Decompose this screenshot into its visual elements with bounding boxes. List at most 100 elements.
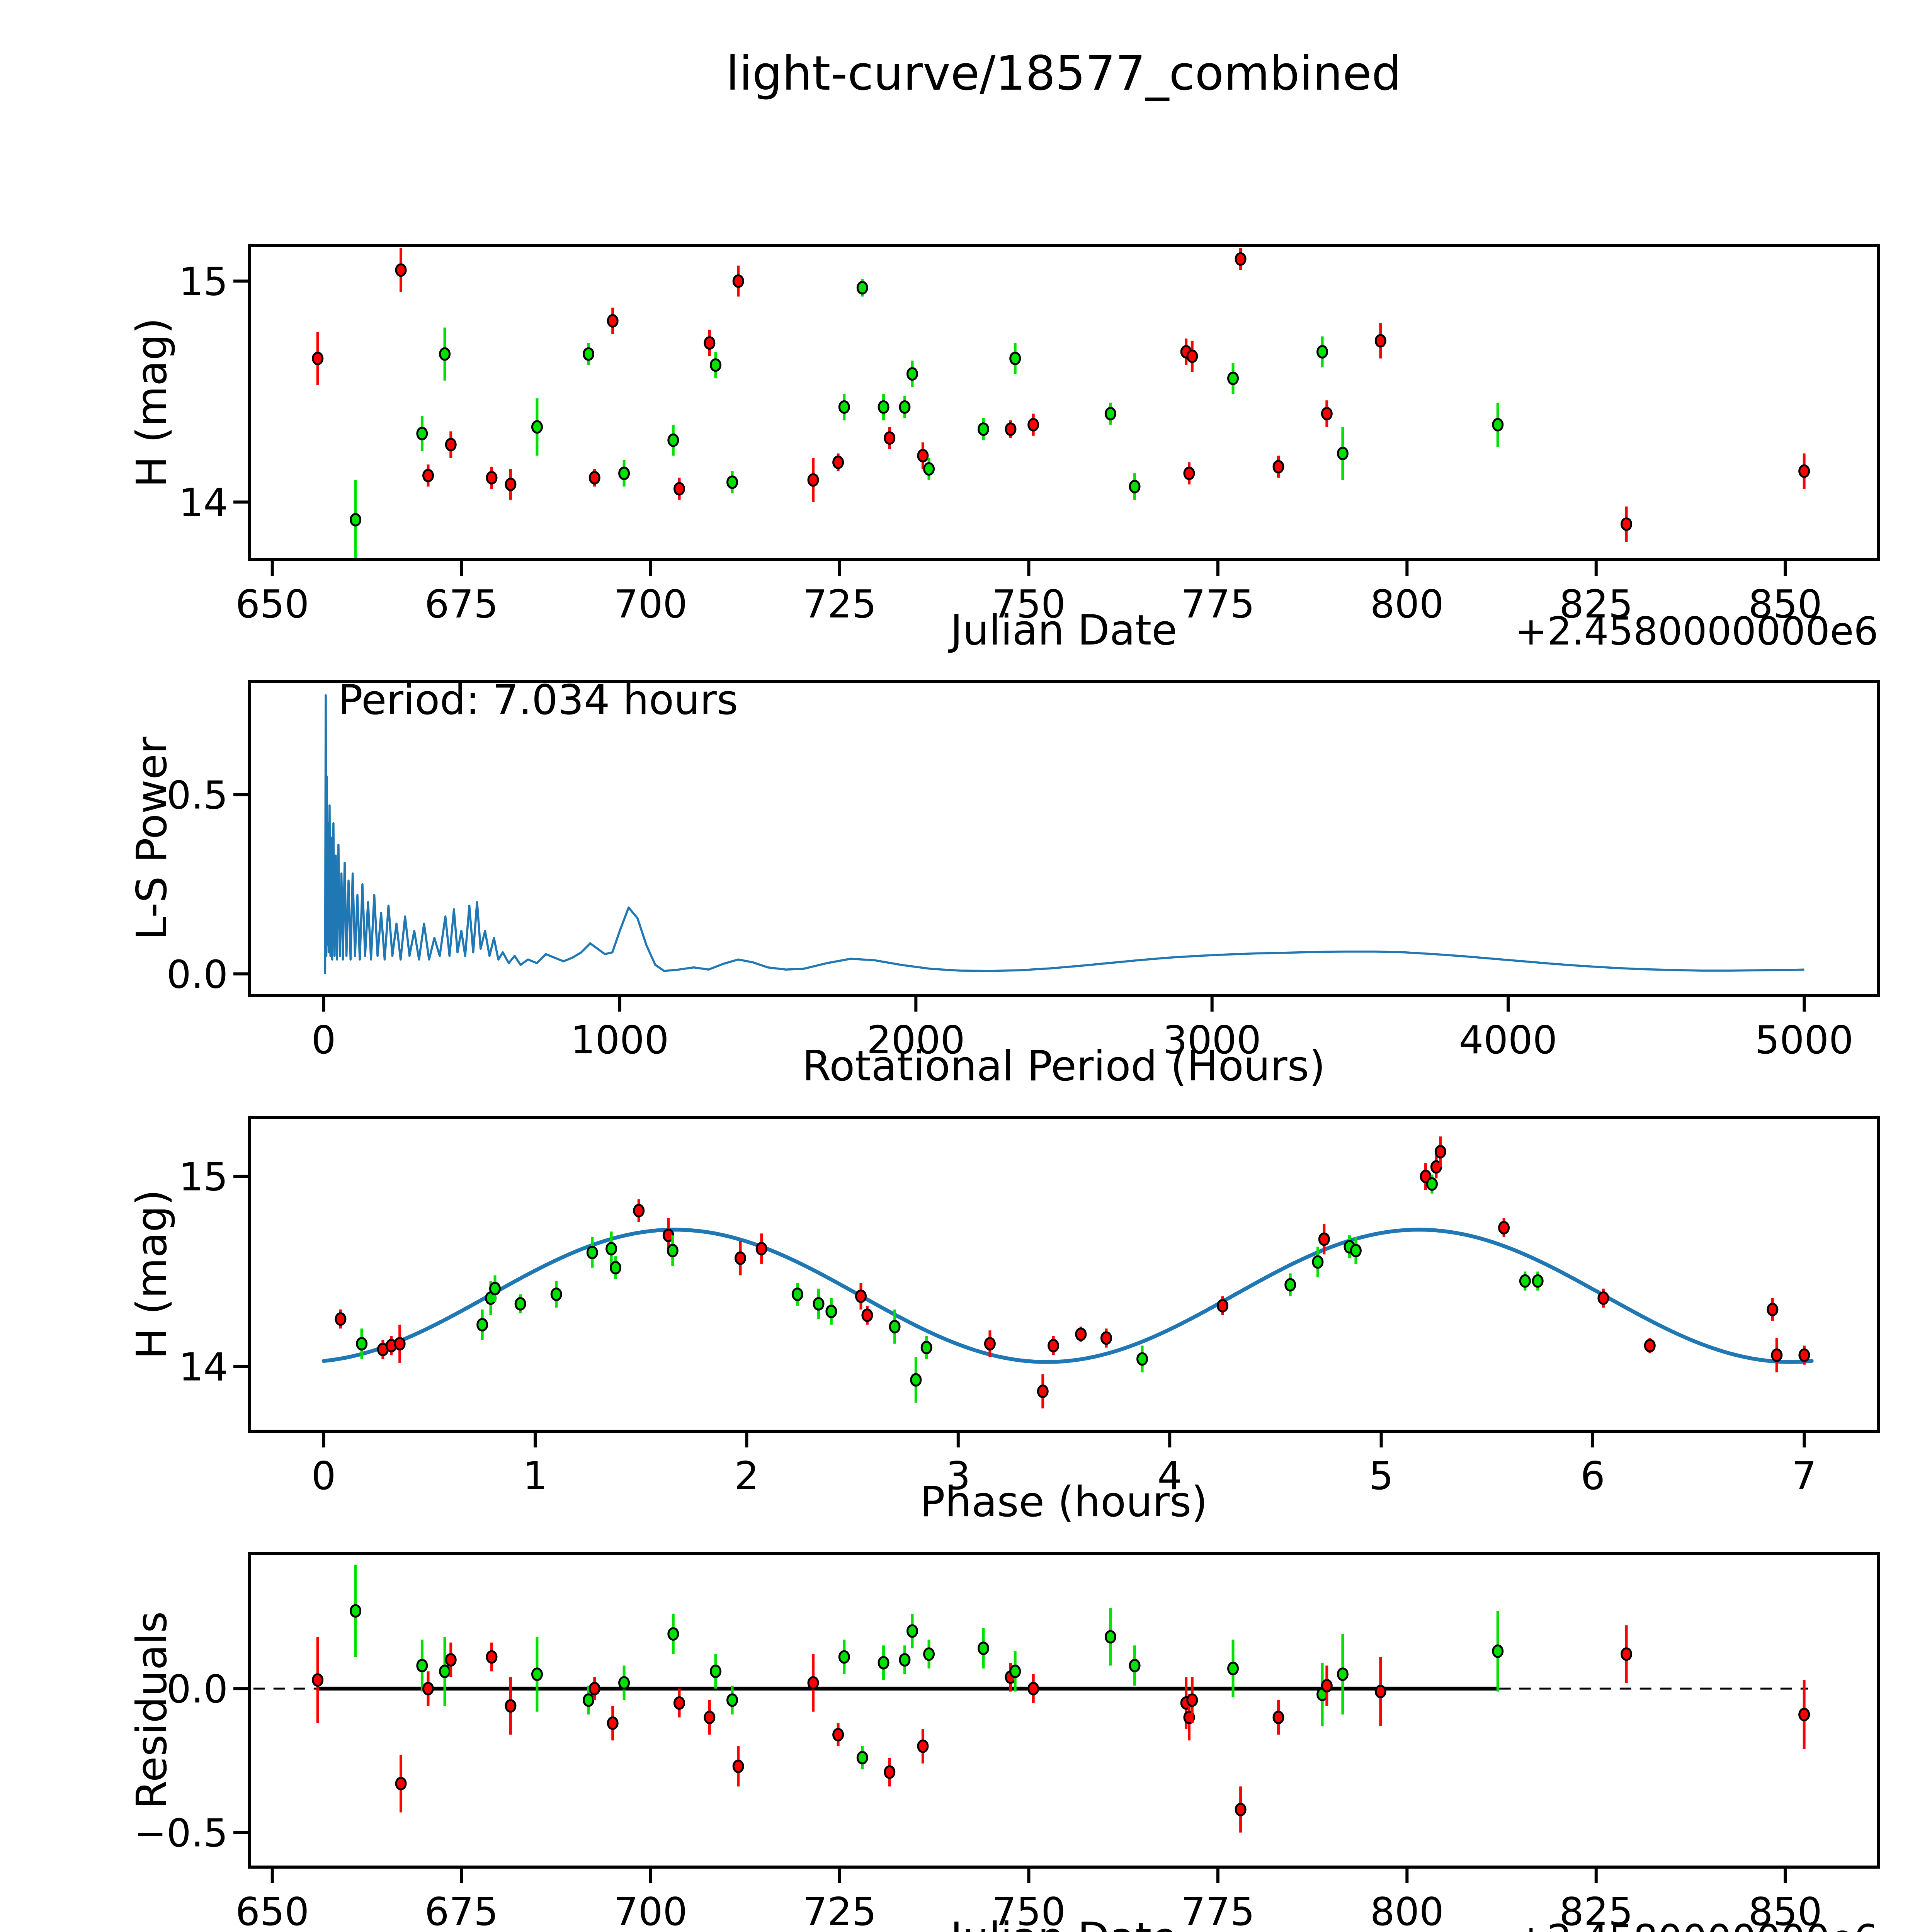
data-point [439,1664,451,1678]
data-point [445,438,457,452]
x-tick-label: 750 [992,1889,1066,1932]
data-point [583,1693,595,1707]
data-point [732,274,744,288]
data-point [1227,371,1239,385]
axes-phase-folded: 0 1 2 3 4 5 6 7 14 15 [179,1116,1880,1498]
data-point [416,427,428,440]
data-point [1027,418,1039,432]
x-tick-label: 2 [735,1453,759,1498]
x-tick-label: 675 [425,1889,498,1932]
data-point [855,1289,867,1303]
data-point [335,1312,347,1326]
data-point [726,475,738,489]
data-point [1136,1352,1148,1366]
data-point [1027,1682,1039,1696]
x-tick-label: 650 [235,582,309,627]
data-point [1621,1647,1633,1661]
data-point [1186,1693,1198,1707]
model-fit-curve [321,1228,1814,1364]
data-point [978,1641,990,1655]
data-point [1005,422,1017,436]
data-point [920,1340,932,1354]
x-tick-label: 4000 [1459,1017,1558,1063]
x-tick-label: 2000 [867,1017,965,1063]
axes-residuals: 650 675 700 725 750 775 800 825 850 0.0 −0.5 [134,1552,1880,1932]
data-point [807,473,819,487]
data-point [610,1261,622,1275]
data-point [486,471,498,485]
data-point [1771,1348,1783,1362]
data-point [667,1243,679,1257]
data-point [704,336,716,350]
x-tick-label: 725 [803,1889,877,1932]
data-point [709,358,721,372]
data-point [923,1647,935,1661]
data-point [476,1318,488,1332]
data-point [1318,1232,1330,1246]
data-point [1316,345,1328,359]
data-point [486,1650,498,1664]
x-tick-label: 850 [1748,582,1822,627]
data-point [1492,1644,1504,1658]
ylabel-h-mag-phase: H (mag) [128,1189,176,1359]
data-point [807,1676,819,1690]
data-point [531,420,543,434]
data-point [906,1624,918,1638]
data-point [1009,352,1021,366]
data-point [312,1673,324,1687]
data-point [667,1627,679,1641]
y-tick-label: 14 [179,1345,228,1390]
x-tick-label: 5 [1369,1453,1394,1498]
x-tick-label: 750 [992,582,1066,627]
x-tick-label: 800 [1370,582,1444,627]
y-tick-label: 14 [179,480,228,525]
figure-title: light-curve/18577_combined [726,46,1401,101]
data-point [726,1693,738,1707]
data-point [1129,480,1141,493]
data-point [1498,1221,1510,1235]
data-point [1312,1255,1324,1269]
data-point [588,1682,600,1696]
x-tick-label: 0 [311,1453,336,1498]
data-point [1037,1384,1049,1398]
data-point [1321,407,1333,421]
data-point [709,1664,721,1678]
x-tick-label: 3 [946,1453,971,1498]
data-point [505,478,517,492]
data-point [1798,464,1810,478]
data-point [505,1699,517,1713]
data-point [1621,517,1633,531]
data-point [395,1777,407,1791]
offset-text-bottom: +2.4580000000e6 [1515,1916,1878,1932]
data-point [618,466,630,480]
axes-raw-light-curve: 650 675 700 725 750 775 800 825 850 14 15 [179,244,1880,627]
data-point [832,455,844,469]
data-point [1272,1711,1284,1725]
data-point [1048,1339,1060,1353]
data-point [1644,1339,1656,1353]
data-point [1104,1630,1116,1644]
data-point [813,1297,825,1311]
data-point [1426,1177,1438,1191]
data-point [1492,418,1504,432]
periodogram-line [324,694,1804,974]
xlabel-julian-date-bottom: Julian Date [948,1914,1177,1932]
data-point [906,367,918,381]
data-point [673,1696,685,1710]
data-point [583,347,595,361]
data-point [878,400,889,414]
data-point [1374,334,1386,348]
data-point [884,431,896,445]
data-point [734,1251,746,1265]
data-point [550,1287,562,1301]
axes-periodogram: 0 1000 2000 3000 4000 5000 0.0 0.5 [167,680,1880,1063]
data-point [825,1304,837,1318]
data-point [899,1653,911,1667]
data-point [1798,1348,1810,1362]
data-point [586,1245,598,1259]
x-tick-label: 7 [1792,1453,1817,1498]
data-point [1104,407,1116,421]
xlabel-rotational-period: Rotational Period (Hours) [802,1042,1325,1090]
data-point [978,422,990,436]
